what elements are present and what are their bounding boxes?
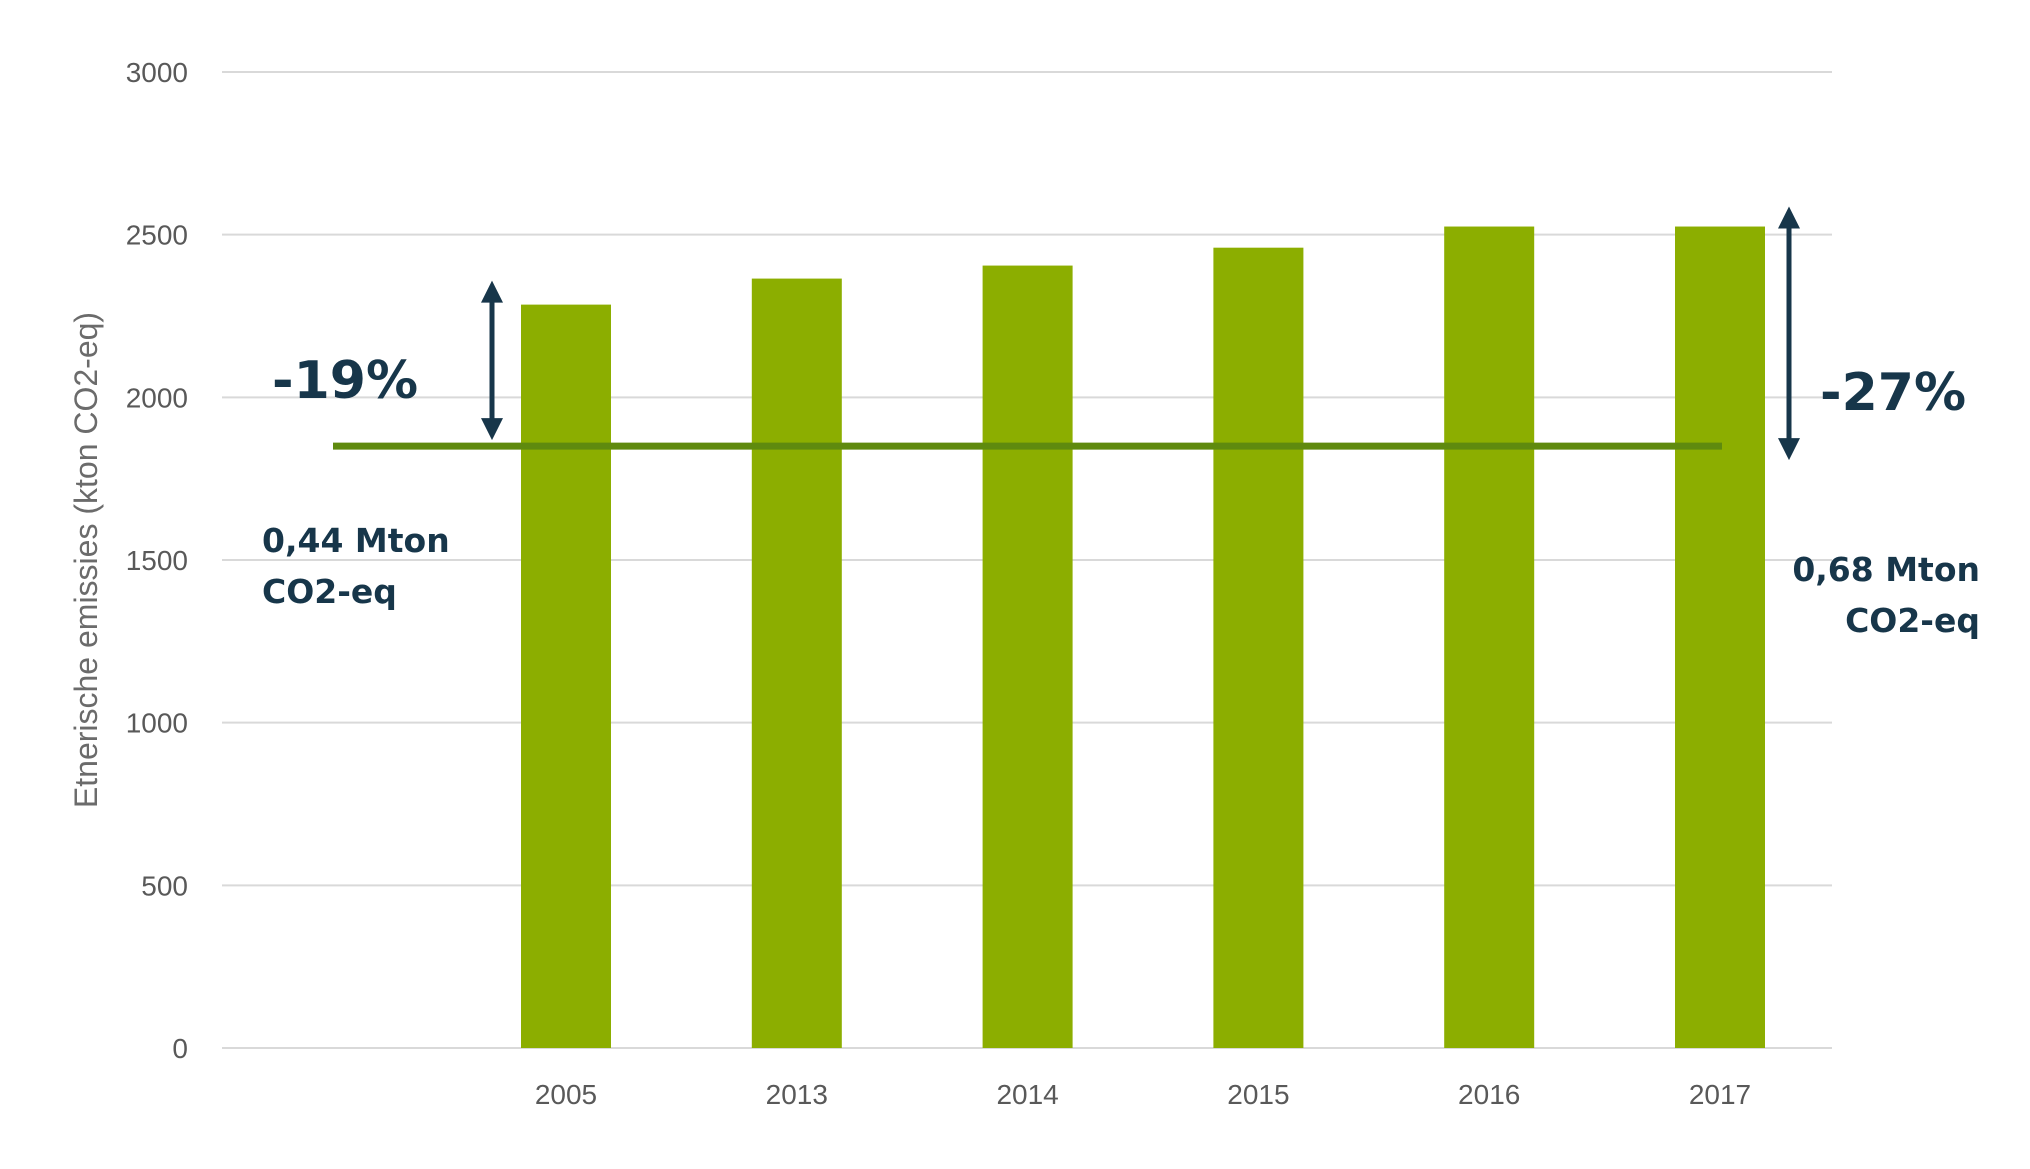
y-tick-label: 2500 (126, 220, 188, 251)
y-axis-tick-labels: 0 500 1000 1500 2000 2500 3000 (126, 57, 188, 1064)
x-axis-tick-labels: 2005 2013 2014 2015 2016 2017 (535, 1079, 1751, 1110)
y-tick-label: 3000 (126, 57, 188, 88)
x-tick-label: 2015 (1227, 1079, 1289, 1110)
bars (521, 226, 1765, 1049)
arrow-head-down (481, 418, 503, 441)
bar-2013 (751, 278, 842, 1048)
bar-2017 (1675, 226, 1765, 1049)
y-tick-label: 2000 (126, 382, 188, 413)
left-amount-label-line1: 0,44 Mton (262, 521, 450, 560)
y-axis-title: Etnerische emissies (kton CO2-eq) (68, 312, 104, 808)
arrow-head-up (1778, 206, 1800, 229)
arrow-head-down (1778, 438, 1800, 461)
y-tick-label: 500 (141, 870, 188, 901)
right-amount-label-line1: 0,68 Mton (1792, 550, 1980, 589)
left-amount-label-line2: CO2-eq (262, 572, 397, 611)
arrow-head-up (481, 280, 503, 303)
left-percentage-label: -19% (272, 351, 418, 411)
bar-2015 (1213, 247, 1304, 1048)
y-tick-label: 0 (172, 1033, 188, 1064)
left-difference-arrow (481, 280, 503, 441)
x-tick-label: 2017 (1689, 1079, 1751, 1110)
bar-2005 (521, 304, 611, 1048)
y-tick-label: 1000 (126, 708, 188, 739)
x-tick-label: 2005 (535, 1079, 597, 1110)
x-tick-label: 2013 (766, 1079, 828, 1110)
right-amount-label-line2: CO2-eq (1845, 601, 1980, 640)
x-tick-label: 2016 (1458, 1079, 1520, 1110)
right-percentage-label: -27% (1820, 363, 1966, 423)
bar-2016 (1444, 226, 1535, 1049)
bar-2014 (982, 265, 1073, 1048)
y-tick-label: 1500 (126, 545, 188, 576)
right-difference-arrow (1778, 206, 1800, 461)
x-tick-label: 2014 (996, 1079, 1058, 1110)
